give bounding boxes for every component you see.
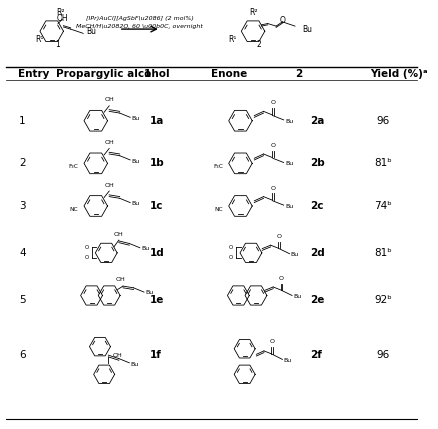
- Text: 2f: 2f: [309, 350, 321, 360]
- Text: 2b: 2b: [309, 158, 324, 168]
- Text: Bu: Bu: [284, 161, 293, 166]
- Text: Yield (%)ᵃ: Yield (%)ᵃ: [370, 69, 427, 79]
- Text: Bu: Bu: [284, 119, 293, 124]
- Text: 1: 1: [56, 39, 60, 48]
- Text: 1e: 1e: [150, 295, 164, 305]
- Text: Bu: Bu: [302, 24, 312, 33]
- Text: 2: 2: [19, 158, 25, 168]
- Text: Bu: Bu: [131, 159, 139, 164]
- Text: Bu: Bu: [290, 253, 298, 257]
- Text: Bu: Bu: [283, 358, 291, 363]
- Text: 74ᵇ: 74ᵇ: [373, 201, 391, 211]
- Text: OH: OH: [104, 140, 114, 145]
- Text: Bu: Bu: [131, 116, 139, 121]
- Text: OH: OH: [112, 353, 122, 358]
- Text: 1d: 1d: [150, 248, 165, 258]
- Text: R¹: R¹: [227, 35, 236, 44]
- Text: Bu: Bu: [284, 204, 293, 209]
- Text: 96: 96: [375, 116, 389, 126]
- Text: 2: 2: [294, 69, 301, 79]
- Text: 2c: 2c: [309, 201, 322, 211]
- Text: Bu: Bu: [145, 290, 153, 296]
- Text: F₃C: F₃C: [68, 164, 78, 169]
- Text: 1b: 1b: [150, 158, 165, 168]
- Text: 2: 2: [256, 39, 261, 48]
- Text: NC: NC: [214, 207, 223, 212]
- Text: Bu: Bu: [130, 362, 138, 367]
- Text: [IPr)AuCl][AgSbF\u2086] (2 mol%): [IPr)AuCl][AgSbF\u2086] (2 mol%): [86, 16, 193, 21]
- Text: O: O: [279, 275, 283, 281]
- Text: OH: OH: [104, 97, 114, 103]
- Text: 5: 5: [19, 295, 25, 305]
- Text: O: O: [279, 16, 285, 25]
- Text: Entry: Entry: [18, 69, 49, 79]
- Text: F₃C: F₃C: [212, 164, 223, 169]
- Text: MeCH/H\u2082O, 60 \u00b0C, overnight: MeCH/H\u2082O, 60 \u00b0C, overnight: [76, 24, 203, 30]
- Text: 4: 4: [19, 248, 25, 258]
- Text: OH: OH: [114, 232, 124, 237]
- Text: 81ᵇ: 81ᵇ: [373, 158, 391, 168]
- Text: Bu: Bu: [293, 294, 301, 299]
- Text: O: O: [276, 234, 281, 239]
- Text: 92ᵇ: 92ᵇ: [373, 295, 391, 305]
- Text: 1a: 1a: [150, 116, 164, 126]
- Text: 3: 3: [19, 201, 25, 211]
- Text: Bu: Bu: [131, 201, 139, 206]
- Text: O: O: [270, 100, 275, 106]
- Text: 2d: 2d: [309, 248, 324, 258]
- Text: 2a: 2a: [309, 116, 323, 126]
- Text: OH: OH: [56, 14, 68, 23]
- Text: 1c: 1c: [150, 201, 163, 211]
- Text: R²: R²: [56, 8, 64, 17]
- Text: O: O: [270, 143, 275, 148]
- Text: OH: OH: [104, 183, 114, 187]
- Text: O: O: [84, 256, 88, 260]
- Text: 81ᵇ: 81ᵇ: [373, 248, 391, 258]
- Text: 1: 1: [144, 69, 151, 79]
- Text: Enone: Enone: [211, 69, 247, 79]
- Text: O: O: [229, 256, 233, 260]
- Text: 6: 6: [19, 350, 25, 360]
- Text: O: O: [84, 245, 88, 250]
- Text: 96: 96: [375, 350, 389, 360]
- Text: R²: R²: [248, 8, 257, 17]
- Text: OH: OH: [115, 277, 125, 282]
- Text: O: O: [229, 245, 233, 250]
- Text: 2e: 2e: [309, 295, 323, 305]
- Text: 1: 1: [19, 116, 25, 126]
- Text: 1f: 1f: [150, 350, 162, 360]
- Text: Propargylic alcohol: Propargylic alcohol: [56, 69, 169, 79]
- Text: O: O: [270, 186, 275, 190]
- Text: O: O: [269, 339, 274, 344]
- Text: Bu: Bu: [86, 27, 96, 36]
- Text: R¹: R¹: [35, 35, 43, 44]
- Text: Bu: Bu: [141, 246, 149, 251]
- Text: NC: NC: [69, 207, 78, 212]
